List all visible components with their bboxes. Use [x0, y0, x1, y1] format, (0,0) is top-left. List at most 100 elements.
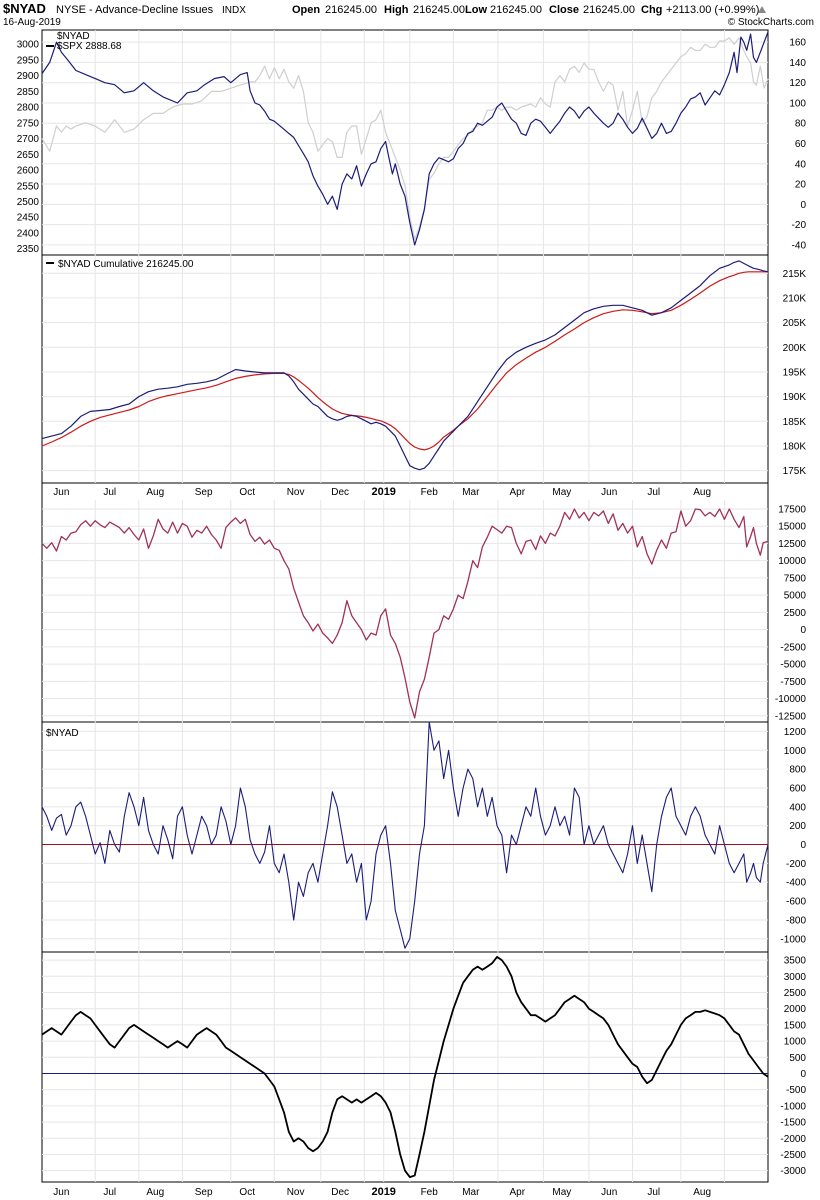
middle-x-label: Mar [462, 487, 480, 498]
panel-5-right-tick-label: 2500 [784, 988, 807, 999]
panel-1-left-tick-label: 2850 [17, 87, 40, 98]
bottom-x-label: Jun [53, 1187, 69, 1198]
middle-x-label: Apr [510, 487, 526, 498]
date: 16-Aug-2019 [3, 17, 61, 28]
panel-3-series-line [41, 508, 769, 719]
panel-4-right-tick-label: 0 [800, 840, 806, 851]
panel-1-right-tick-label: 0 [800, 200, 806, 211]
middle-x-label: May [552, 487, 571, 498]
panel-1-legend-nyad: $NYAD [57, 31, 90, 42]
close-value: 216245.00 [583, 4, 635, 16]
panel-2-right-tick-label: 195K [783, 367, 807, 378]
panel-1-right-tick-label: 60 [795, 139, 807, 150]
panel-5-right-tick-label: -1500 [780, 1118, 806, 1129]
bottom-x-label: 2019 [371, 1186, 395, 1198]
panel-1-right-tick-label: 120 [789, 78, 806, 89]
panel-5-right-tick-label: 0 [800, 1069, 806, 1080]
panel-2-right-tick-label: 180K [783, 441, 807, 452]
panel-4-legend: $NYAD [46, 728, 79, 739]
panel-1-right-tick-label: -20 [792, 220, 807, 231]
panel-3-right-tick-label: -7500 [780, 677, 806, 688]
bottom-x-label: Nov [287, 1187, 305, 1198]
panel-4-right-tick-label: 600 [789, 783, 806, 794]
open-label: Open [292, 4, 320, 16]
panel-4-right-tick-label: -400 [786, 878, 806, 889]
panel-2-right-tick-label: 210K [783, 293, 807, 304]
panel-1-left-tick-label: 2950 [17, 55, 40, 66]
panel-1-legend-spx: $SPX 2888.68 [57, 41, 122, 52]
panel-1-right-tick-label: 20 [795, 180, 807, 191]
panel-1-left-tick-label: 2350 [17, 244, 40, 255]
symbol: $NYAD [3, 1, 46, 16]
description: NYSE - Advance-Decline Issues [56, 4, 214, 16]
panel-5-series-line [41, 956, 769, 1178]
panel-4-right-tick-label: -600 [786, 897, 806, 908]
middle-x-label: Aug [146, 487, 164, 498]
panel-4-right-tick-label: -1000 [780, 934, 806, 945]
bottom-x-label: Aug [146, 1187, 164, 1198]
panel-5-right-tick-label: -2500 [780, 1150, 806, 1161]
panel-3-right-tick-label: 0 [800, 625, 806, 636]
panel-3-right-tick-label: 10000 [778, 556, 806, 567]
middle-x-label: Jul [103, 487, 116, 498]
panel-5-right-tick-label: -3000 [780, 1166, 806, 1177]
low-value: 216245.00 [490, 4, 542, 16]
panel-1-left-tick-label: 2800 [17, 103, 40, 114]
panel-2-right-tick-label: 205K [783, 318, 807, 329]
middle-x-label: Aug [693, 487, 711, 498]
middle-x-label: Nov [287, 487, 305, 498]
panel-1-right-tick-label: 100 [789, 98, 806, 109]
bottom-x-label: Apr [510, 1187, 526, 1198]
bottom-x-label: Oct [239, 1187, 255, 1198]
panel-1-left-tick-label: 2450 [17, 213, 40, 224]
panel-3-right-tick-label: 5000 [784, 591, 807, 602]
panel-1-left-tick-label: 2550 [17, 181, 40, 192]
panel-5-right-tick-label: 3500 [784, 956, 807, 967]
cumulative-series-line [41, 260, 769, 471]
panel-3-right-tick-label: 15000 [778, 522, 806, 533]
copyright: © StockCharts.com [728, 17, 814, 28]
panel-5-right-tick-label: -1000 [780, 1101, 806, 1112]
panel-2-right-tick-label: 215K [783, 269, 807, 280]
panel-2-right-tick-label: 175K [783, 466, 807, 477]
panel-1-left-tick-label: 2500 [17, 197, 40, 208]
panel-1-right-tick-label: -40 [792, 240, 807, 251]
middle-x-label: Oct [239, 487, 255, 498]
spx-series-line [41, 37, 769, 240]
panel-5-right-tick-label: 1500 [784, 1020, 807, 1031]
chg-label: Chg [641, 4, 662, 16]
panel-4-right-tick-label: 1200 [784, 727, 807, 738]
panel-4-right-tick-label: 200 [789, 821, 806, 832]
bottom-x-label: Sep [195, 1187, 213, 1198]
panel-1-left-tick-label: 3000 [17, 40, 40, 51]
panel-1-right-tick-label: 40 [795, 159, 807, 170]
bottom-x-label: Aug [693, 1187, 711, 1198]
panel-3-right-tick-label: 12500 [778, 539, 806, 550]
panel-1-left-tick-label: 2600 [17, 166, 40, 177]
panel-1-left-tick-label: 2700 [17, 134, 40, 145]
chart-frame [41, 29, 769, 1183]
high-label: High [384, 4, 409, 16]
panel-5-right-tick-label: 1000 [784, 1037, 807, 1048]
panel-5-right-tick-label: 500 [789, 1053, 806, 1064]
bottom-x-label: May [552, 1187, 571, 1198]
up-arrow-icon [758, 6, 766, 13]
panel-5-right-tick-label: -2000 [780, 1134, 806, 1145]
panel-3-right-tick-label: -10000 [775, 694, 807, 705]
panel-1-left-tick-label: 2750 [17, 118, 40, 129]
panel-4-right-tick-label: -800 [786, 915, 806, 926]
panel-2-right-tick-label: 190K [783, 392, 807, 403]
panel-5-right-tick-label: 3000 [784, 972, 807, 983]
close-label: Close [549, 4, 579, 16]
panel-3-right-tick-label: -12500 [775, 711, 807, 722]
panel-4-right-tick-label: 1000 [784, 746, 807, 757]
low-label: Low [465, 4, 487, 16]
middle-x-label: 2019 [371, 486, 395, 498]
bottom-x-label: Dec [331, 1187, 349, 1198]
middle-x-label: Jun [601, 487, 617, 498]
panel-4-right-tick-label: 400 [789, 802, 806, 813]
middle-x-label: Jun [53, 487, 69, 498]
header-svg: $NYAD NYSE - Advance-Decline Issues INDX… [3, 1, 814, 28]
panel-1-left-tick-label: 2400 [17, 228, 40, 239]
